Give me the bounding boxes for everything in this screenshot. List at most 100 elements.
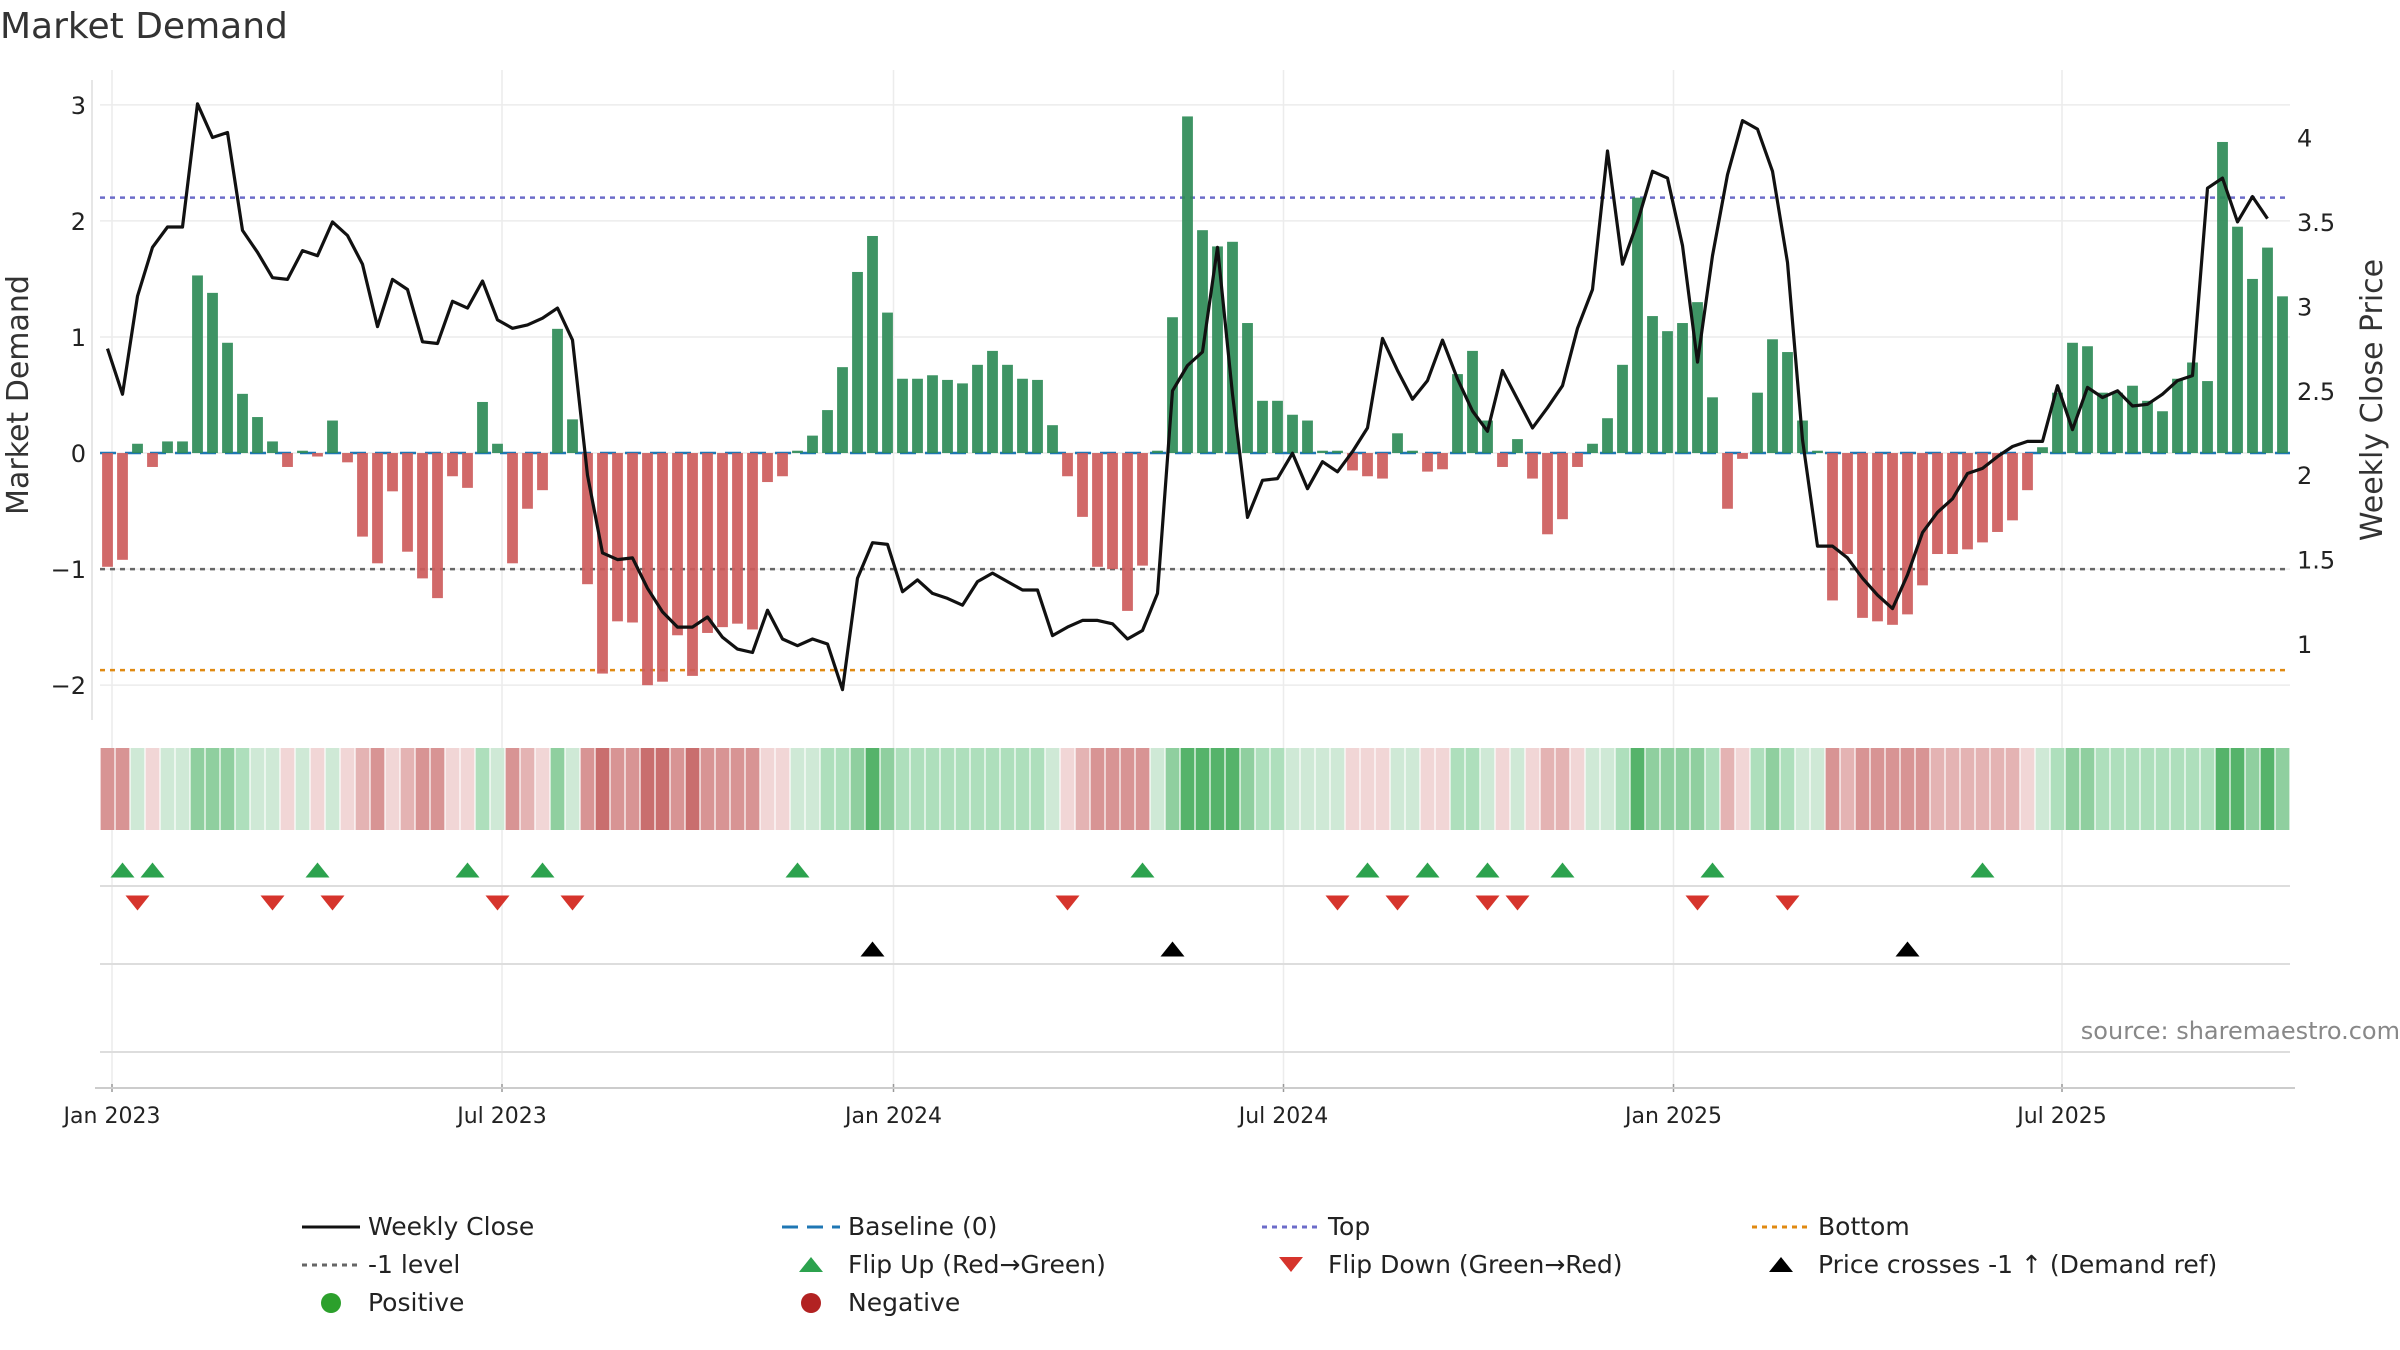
heat-cell [370, 748, 385, 830]
heat-cell [1465, 748, 1480, 830]
demand-bar [1452, 374, 1463, 454]
negative-legend-swatch [801, 1292, 821, 1313]
demand-bar [1077, 453, 1088, 517]
demand-bar [2247, 278, 2258, 454]
y2-axis-title: Weekly Close Price [2355, 259, 2390, 541]
heat-cell [310, 748, 325, 830]
heat-cell [2020, 748, 2035, 830]
heat-cell [1765, 748, 1780, 830]
demand-bar [1842, 453, 1853, 555]
heat-cell [1960, 748, 1975, 830]
heat-cell [1405, 748, 1420, 830]
heat-cell [460, 748, 475, 830]
heat-cell [925, 748, 940, 830]
negative-legend-glyph [801, 1292, 821, 1313]
legend-label: Price crosses -1 ↑ (Demand ref) [1818, 1250, 2218, 1279]
y2-tick-label: 3.5 [2297, 209, 2335, 237]
demand-bar [1272, 400, 1283, 454]
heat-cell [1225, 748, 1240, 830]
flip-up-marker [1700, 862, 1725, 878]
heat-cell [1810, 748, 1825, 830]
demand-bar [102, 453, 113, 567]
heat-cell [1300, 748, 1315, 830]
legend-symbol [780, 1251, 842, 1279]
demand-bar [1407, 450, 1418, 454]
heat-cell [580, 748, 595, 830]
heat-cell [2065, 748, 2080, 830]
bottom-legend-swatch [1752, 1225, 1810, 1228]
legend-label: Positive [368, 1288, 465, 1317]
close-legend-swatch [302, 1225, 360, 1228]
heat-cell [205, 748, 220, 830]
heat-cell [1570, 748, 1585, 830]
legend-label: Negative [848, 1288, 961, 1317]
legend-item-flip-up: Flip Up (Red→Green) [780, 1250, 1106, 1279]
heat-cell [595, 748, 610, 830]
demand-bar [1917, 453, 1928, 586]
y-axis-title: Market Demand [1, 275, 36, 515]
heat-cell [2140, 748, 2155, 830]
heat-cell [775, 748, 790, 830]
demand-bar [117, 453, 128, 560]
demand-bar [1572, 453, 1583, 467]
demand-bar [687, 453, 698, 676]
demand-bar [1542, 453, 1553, 535]
heat-cell [2200, 748, 2215, 830]
heat-cell [1720, 748, 1735, 830]
heat-cell [2260, 748, 2275, 830]
heat-cell [1885, 748, 1900, 830]
legend-item-positive: Positive [300, 1288, 464, 1317]
demand-bar [2172, 378, 2183, 454]
flip-down-marker [1775, 895, 1800, 911]
demand-bar [2277, 296, 2288, 454]
demand-bar [2202, 381, 2213, 454]
demand-bar [2127, 385, 2138, 454]
demand-bar [1047, 425, 1058, 454]
heat-cell [850, 748, 865, 830]
demand-bar [477, 401, 488, 454]
heat-cell [2170, 748, 2185, 830]
demand-bar [1302, 420, 1313, 454]
heat-cell [1075, 748, 1090, 830]
heat-cell [625, 748, 640, 830]
heat-cell [2035, 748, 2050, 830]
demand-bar [1242, 323, 1253, 454]
heat-cell [1840, 748, 1855, 830]
demand-bar [1182, 116, 1193, 454]
heat-cell [955, 748, 970, 830]
demand-bar [2187, 362, 2198, 454]
y-tick-label: 0 [71, 440, 86, 468]
heat-cell [475, 748, 490, 830]
demand-bar [522, 453, 533, 509]
heat-cell [2050, 748, 2065, 830]
flip-up-marker [1970, 862, 1995, 878]
demand-bar [972, 364, 983, 454]
positive-legend-glyph [321, 1292, 341, 1313]
demand-bar [1857, 453, 1868, 618]
heat-cell [1750, 748, 1765, 830]
y-tick-label: −2 [51, 672, 86, 700]
heat-cell [1855, 748, 1870, 830]
heat-cell [160, 748, 175, 830]
heat-cell [1030, 748, 1045, 830]
heat-cell [1660, 748, 1675, 830]
signal-markers [100, 862, 2290, 1053]
demand-bars [102, 116, 2288, 686]
flip-down-marker [260, 895, 285, 911]
demand-bar [762, 453, 773, 483]
legend-symbol [300, 1251, 362, 1279]
heat-cell [820, 748, 835, 830]
heat-cell [1090, 748, 1105, 830]
legend-item-flip-down: Flip Down (Green→Red) [1260, 1250, 1623, 1279]
y2-tick-label: 4 [2297, 125, 2312, 153]
demand-bar [1722, 453, 1733, 509]
heat-cell [685, 748, 700, 830]
heat-cell [745, 748, 760, 830]
demand-bar [1332, 450, 1343, 454]
flip-up-marker [1130, 862, 1155, 878]
heat-cell [1165, 748, 1180, 830]
heat-cell [400, 748, 415, 830]
demand-bar [882, 312, 893, 454]
legend-symbol [1260, 1251, 1322, 1279]
heat-cell [1450, 748, 1465, 830]
